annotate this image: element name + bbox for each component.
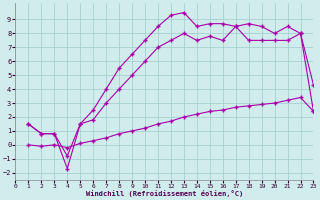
X-axis label: Windchill (Refroidissement éolien,°C): Windchill (Refroidissement éolien,°C) [86, 190, 243, 197]
